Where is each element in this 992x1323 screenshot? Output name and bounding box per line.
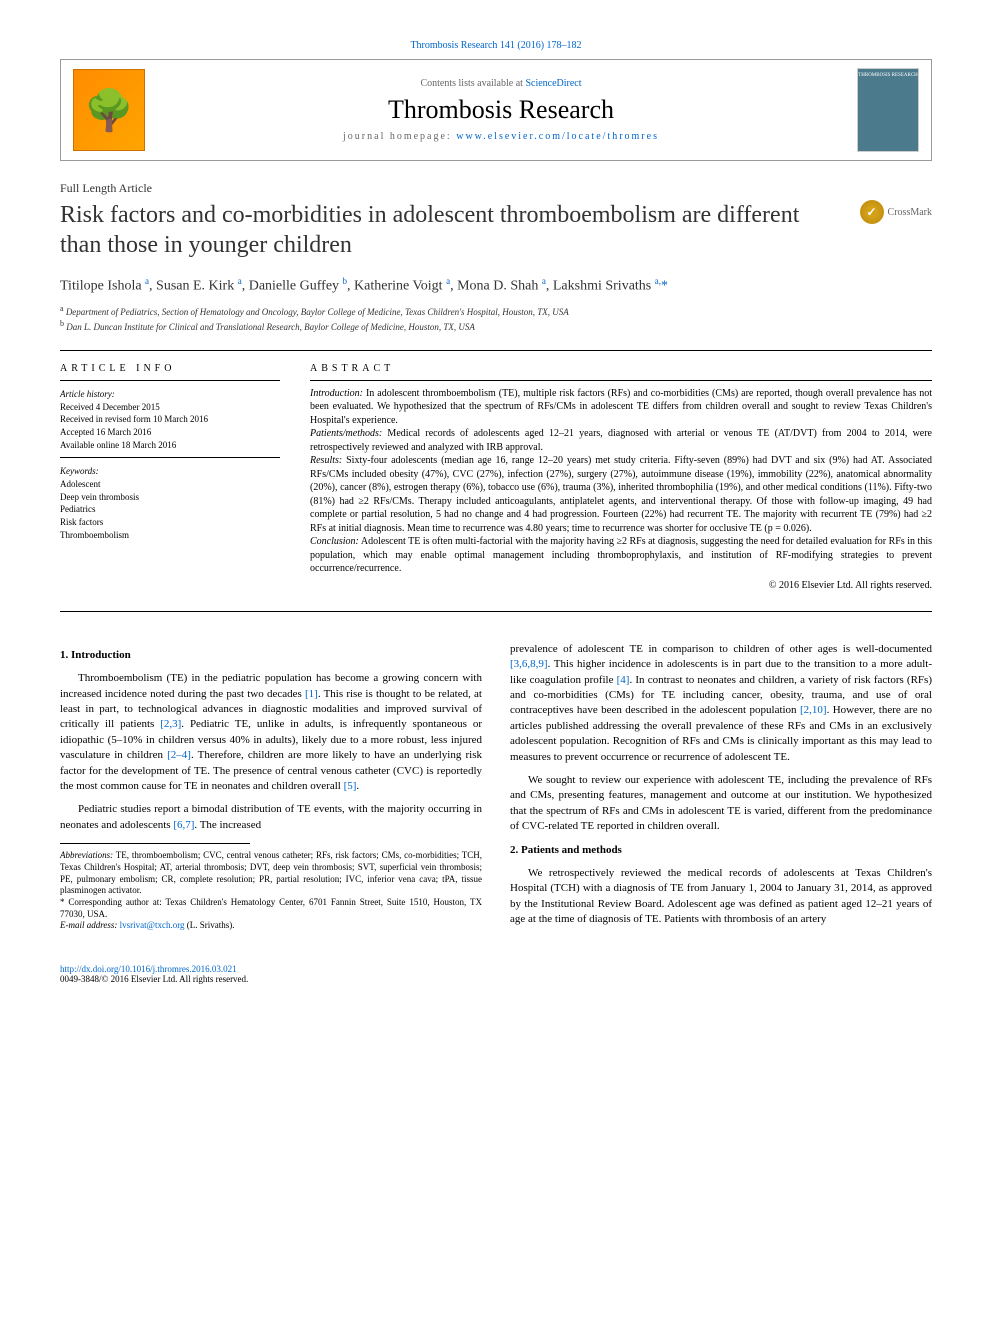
page-footer: http://dx.doi.org/10.1016/j.thromres.201… xyxy=(60,964,932,984)
section-1-heading: 1. Introduction xyxy=(60,648,482,663)
keyword: Pediatrics xyxy=(60,503,280,516)
top-citation: Thrombosis Research 141 (2016) 178–182 xyxy=(60,40,932,51)
copyright-line: © 2016 Elsevier Ltd. All rights reserved… xyxy=(310,580,932,591)
homepage-line: journal homepage: www.elsevier.com/locat… xyxy=(145,131,857,142)
elsevier-logo xyxy=(73,69,145,151)
journal-name: Thrombosis Research xyxy=(145,95,857,125)
history-item: Available online 18 March 2016 xyxy=(60,439,280,452)
doi-link[interactable]: http://dx.doi.org/10.1016/j.thromres.201… xyxy=(60,964,237,974)
body-paragraph: We sought to review our experience with … xyxy=(510,773,932,835)
abstract-text: Introduction: In adolescent thromboembol… xyxy=(310,387,932,576)
history-item: Received 4 December 2015 xyxy=(60,401,280,414)
history-item: Received in revised form 10 March 2016 xyxy=(60,413,280,426)
footnote-rule xyxy=(60,843,250,844)
history-block: Received 4 December 2015 Received in rev… xyxy=(60,401,280,451)
keyword: Risk factors xyxy=(60,516,280,529)
article-info-column: ARTICLE INFO Article history: Received 4… xyxy=(60,363,280,591)
issn-line: 0049-3848/© 2016 Elsevier Ltd. All right… xyxy=(60,974,248,984)
body-paragraph: We retrospectively reviewed the medical … xyxy=(510,866,932,928)
body-paragraph: prevalence of adolescent TE in compariso… xyxy=(510,642,932,765)
body-columns: 1. Introduction Thromboembolism (TE) in … xyxy=(60,642,932,934)
footnotes: Abbreviations: TE, thromboembolism; CVC,… xyxy=(60,850,482,932)
homepage-link[interactable]: www.elsevier.com/locate/thromres xyxy=(456,131,659,142)
abstract-column: ABSTRACT Introduction: In adolescent thr… xyxy=(310,363,932,591)
citation-link[interactable]: Thrombosis Research 141 (2016) 178–182 xyxy=(410,40,581,51)
history-item: Accepted 16 March 2016 xyxy=(60,426,280,439)
affiliation-b: Dan L. Duncan Institute for Clinical and… xyxy=(66,322,475,332)
rule-top xyxy=(60,350,932,351)
body-paragraph: Pediatric studies report a bimodal distr… xyxy=(60,802,482,833)
keywords-label: Keywords: xyxy=(60,466,280,476)
section-2-heading: 2. Patients and methods xyxy=(510,843,932,858)
keyword: Deep vein thrombosis xyxy=(60,491,280,504)
authors-line: Titilope Ishola a, Susan E. Kirk a, Dani… xyxy=(60,276,932,295)
article-title: Risk factors and co-morbidities in adole… xyxy=(60,200,840,260)
journal-header: Contents lists available at ScienceDirec… xyxy=(60,59,932,161)
rule-bottom xyxy=(60,611,932,612)
keyword: Adolescent xyxy=(60,478,280,491)
affiliation-a: Department of Pediatrics, Section of Hem… xyxy=(66,307,569,317)
history-label: Article history: xyxy=(60,389,280,399)
affiliations: a Department of Pediatrics, Section of H… xyxy=(60,303,932,334)
crossmark-icon: ✓ xyxy=(860,200,884,224)
article-info-heading: ARTICLE INFO xyxy=(60,363,280,374)
sciencedirect-link[interactable]: ScienceDirect xyxy=(525,78,581,89)
keyword: Thromboembolism xyxy=(60,529,280,542)
abstract-heading: ABSTRACT xyxy=(310,363,932,374)
body-paragraph: Thromboembolism (TE) in the pediatric po… xyxy=(60,671,482,794)
journal-cover-thumb: THROMBOSIS RESEARCH xyxy=(857,68,919,152)
keywords-list: Adolescent Deep vein thrombosis Pediatri… xyxy=(60,478,280,541)
article-type: Full Length Article xyxy=(60,181,932,196)
crossmark-label: CrossMark xyxy=(888,207,932,218)
crossmark-badge[interactable]: ✓ CrossMark xyxy=(860,200,932,224)
email-link[interactable]: lvsrivat@txch.org xyxy=(120,920,185,930)
sciencedirect-line: Contents lists available at ScienceDirec… xyxy=(145,78,857,89)
